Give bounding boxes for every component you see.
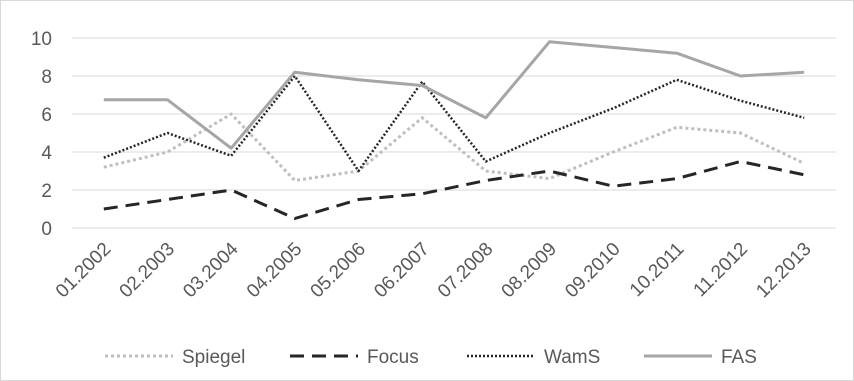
y-tick-label: 2 xyxy=(41,181,52,202)
y-tick-label: 10 xyxy=(31,29,52,50)
series-line-spiegel xyxy=(103,112,805,182)
series-line-focus xyxy=(103,160,805,220)
legend: Spiegel Focus WamS FAS xyxy=(105,347,757,368)
y-tick-label: 8 xyxy=(41,67,52,88)
legend-label-focus: Focus xyxy=(367,347,419,368)
series-line-wams xyxy=(103,74,805,173)
gridlines xyxy=(72,37,836,229)
y-axis-ticks: 0 2 4 6 8 10 xyxy=(31,29,53,240)
y-tick-label: 4 xyxy=(41,143,52,164)
legend-label-spiegel: Spiegel xyxy=(182,347,245,368)
legend-label-wams: WamS xyxy=(544,347,600,368)
legend-label-fas: FAS xyxy=(721,347,757,368)
series-line-fas xyxy=(103,40,805,150)
y-tick-label: 0 xyxy=(41,219,52,240)
series-lines xyxy=(103,40,805,220)
y-tick-label: 6 xyxy=(41,105,52,126)
